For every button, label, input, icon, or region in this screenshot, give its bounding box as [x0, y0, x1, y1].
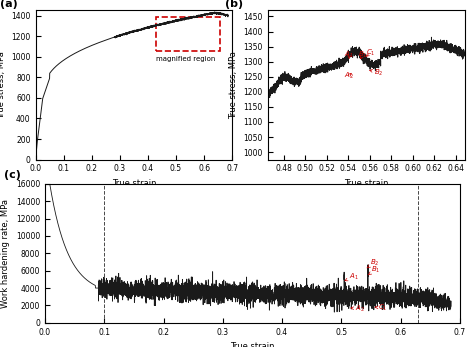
X-axis label: True strain: True strain	[230, 342, 274, 347]
Y-axis label: Work hardening rate, MPa: Work hardening rate, MPa	[1, 199, 10, 308]
Text: $B_2$: $B_2$	[367, 257, 379, 268]
Y-axis label: True stress, MPa: True stress, MPa	[229, 51, 238, 119]
Text: $A_2$: $A_2$	[351, 304, 365, 314]
Text: (b): (b)	[225, 0, 243, 9]
Text: magnified region: magnified region	[156, 56, 216, 62]
Text: $B_2$: $B_2$	[370, 67, 383, 77]
Text: $B_1$: $B_1$	[368, 264, 380, 275]
Y-axis label: True stress, MPa: True stress, MPa	[0, 51, 6, 119]
Text: $C_1$: $C_1$	[375, 303, 388, 313]
Text: $C_1$: $C_1$	[365, 48, 375, 58]
Text: $B_1$: $B_1$	[358, 50, 367, 60]
Bar	[156, 17, 219, 51]
Text: $A_1$: $A_1$	[344, 50, 354, 60]
Text: (a): (a)	[0, 0, 18, 9]
Text: $A_1$: $A_1$	[345, 271, 359, 282]
X-axis label: True strain: True strain	[112, 179, 156, 188]
X-axis label: True strain: True strain	[344, 179, 388, 188]
Text: (c): (c)	[3, 170, 20, 180]
Text: $A_2$: $A_2$	[344, 70, 354, 81]
